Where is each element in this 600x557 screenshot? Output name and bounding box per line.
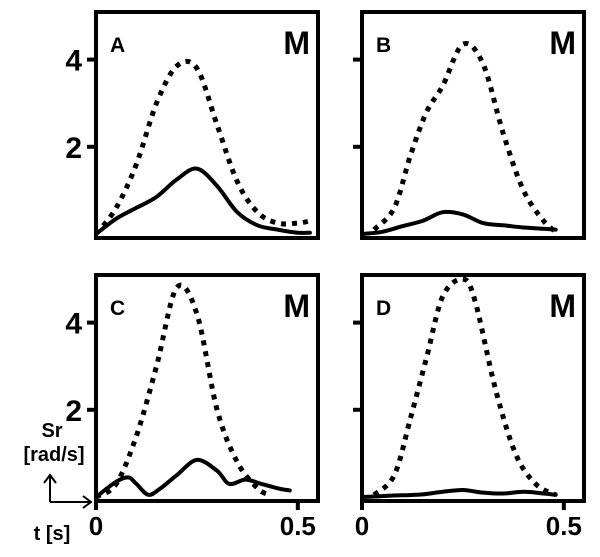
panel-b-frame [360,10,586,240]
panel-d-xtick-label-0: 0 [355,511,369,541]
panel-c-ytick-label-2: 2 [65,395,82,428]
panel-d-series-dotted [372,276,557,498]
panel-c-series-solid [94,457,292,499]
panel-d-corner-label: M [549,288,576,324]
y-axis-label-line2: [rad/s] [23,444,84,466]
panel-c-ytick-label-4: 4 [65,308,82,341]
axis-legend: Sr [rad/s] t [s] [23,420,93,545]
panel-a-corner-label: M [283,25,310,61]
panel-c: 2 4 0 0.5 C M [65,273,320,541]
panel-a-label: A [110,34,125,57]
panel-a: 2 4 A M [65,10,320,240]
panel-a-ytick-label-4: 4 [65,45,82,78]
panel-b-series-solid [360,209,558,236]
panel-c-xtick-label-0: 0 [89,511,103,541]
panel-c-corner-label: M [283,288,310,324]
panel-d-label: D [376,297,391,320]
panel-b-label: B [376,34,391,57]
y-axis-arrow-head [43,473,57,484]
panel-d-xtick-label-0.5: 0.5 [546,511,582,541]
panel-a-series-solid [94,166,312,236]
panel-a-ytick-label-2: 2 [65,132,82,165]
panel-d: 0 0.5 D M [353,273,586,541]
panel-d-series-solid [360,487,558,499]
panel-a-series-dotted [94,58,311,236]
y-axis-label-line1: Sr [41,420,62,442]
panel-d-frame [360,273,586,503]
panel-c-xtick-label-0.5: 0.5 [280,511,316,541]
panel-b-corner-label: M [549,25,576,61]
x-axis-label: t [s] [34,523,71,545]
panel-c-label: C [110,297,125,320]
panel-b-series-dotted [372,41,558,234]
x-axis-arrow-head [82,495,93,509]
panel-a-frame [94,10,320,240]
panel-c-frame [94,273,320,503]
